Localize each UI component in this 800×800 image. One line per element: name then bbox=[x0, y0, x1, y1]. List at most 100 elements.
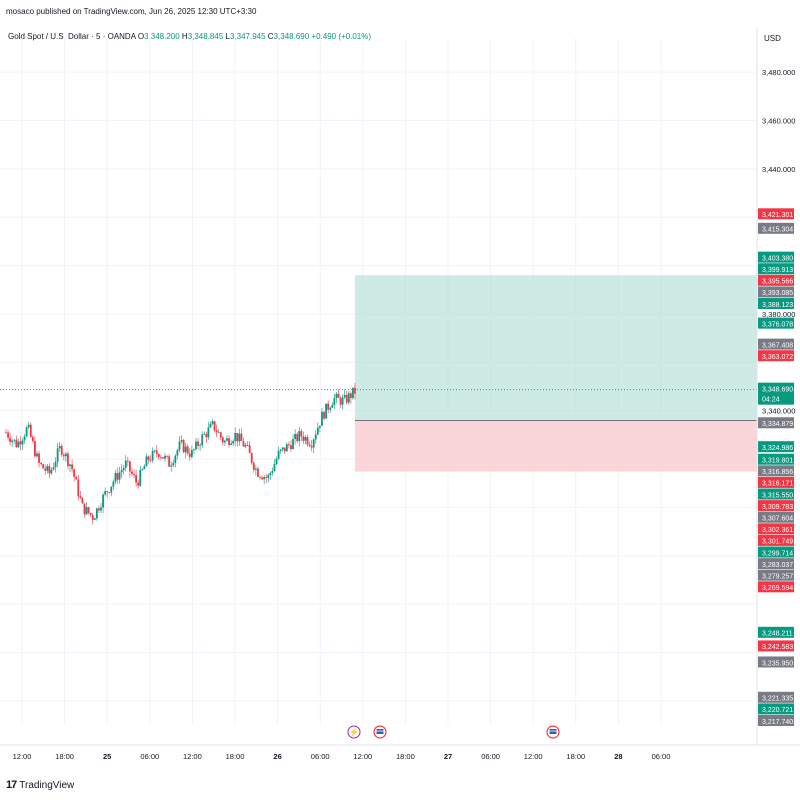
candle-body bbox=[182, 440, 185, 453]
close-value: 3,348.690 bbox=[273, 32, 310, 41]
candle-body bbox=[213, 421, 216, 431]
candle-body bbox=[292, 439, 294, 450]
candle-body bbox=[44, 468, 47, 471]
candle-body bbox=[215, 430, 218, 433]
x-tick-label: 12:00 bbox=[13, 752, 32, 761]
candle-body bbox=[352, 387, 354, 399]
candle-body bbox=[265, 477, 268, 478]
price-tag-label: 3,316.856 bbox=[762, 469, 793, 476]
price-tag-label: 3,395.566 bbox=[762, 279, 793, 286]
candle-body bbox=[89, 513, 92, 515]
candle-body bbox=[190, 449, 193, 457]
candle-body bbox=[226, 438, 228, 441]
candle-body bbox=[236, 433, 239, 442]
price-tag-label: 3,283.037 bbox=[762, 562, 793, 569]
candle-body bbox=[197, 441, 199, 446]
candle-body bbox=[50, 469, 53, 474]
currency-label[interactable]: USD bbox=[764, 34, 781, 43]
candle-body bbox=[201, 434, 204, 446]
price-tag-label: 3,221.335 bbox=[762, 696, 793, 703]
candle-body bbox=[143, 466, 146, 470]
price-tag bbox=[758, 465, 794, 477]
price-tag bbox=[758, 222, 794, 234]
lightning-event-icon bbox=[347, 725, 361, 739]
candle-body bbox=[172, 463, 175, 466]
candle-body bbox=[124, 460, 127, 468]
candle-body bbox=[290, 445, 292, 450]
candle-body bbox=[129, 461, 131, 472]
price-tag bbox=[758, 453, 794, 465]
candle-body bbox=[188, 453, 191, 457]
candle-body bbox=[254, 468, 257, 470]
y-tick-label: 3,340.000 bbox=[762, 407, 795, 416]
candle-body bbox=[27, 424, 30, 428]
candle-body bbox=[281, 447, 284, 450]
candle-body bbox=[112, 481, 115, 487]
candle-body bbox=[85, 507, 88, 515]
candle-body bbox=[310, 445, 313, 448]
candle-body bbox=[36, 453, 38, 457]
x-tick-label: 18:00 bbox=[566, 752, 585, 761]
price-tag bbox=[758, 263, 794, 275]
candle-body bbox=[333, 398, 336, 405]
candle-body bbox=[58, 446, 61, 449]
candle-body bbox=[23, 436, 26, 441]
candle-body bbox=[337, 393, 340, 398]
flag-field bbox=[376, 729, 384, 734]
price-tag-label: 3,279.257 bbox=[762, 574, 793, 581]
x-tick-label: 06:00 bbox=[481, 752, 500, 761]
candle-body bbox=[120, 470, 123, 473]
close-label: C bbox=[267, 32, 274, 41]
x-tick-label: 06:00 bbox=[140, 752, 159, 761]
price-tag-label: 3,399.913 bbox=[762, 267, 793, 274]
candle-body bbox=[209, 423, 212, 428]
x-tick-label: 06:00 bbox=[311, 752, 330, 761]
price-tag bbox=[758, 640, 794, 652]
candle-body bbox=[228, 438, 230, 445]
candle-body bbox=[60, 446, 63, 455]
price-tag-label: 3,403.380 bbox=[762, 255, 793, 262]
last-price-label: 3,348.690 bbox=[762, 387, 793, 394]
candle-body bbox=[230, 443, 232, 445]
price-tag-label: 3,301.749 bbox=[762, 539, 793, 546]
x-tick-label: 18:00 bbox=[396, 752, 415, 761]
candle-body bbox=[174, 455, 177, 464]
candle-body bbox=[56, 448, 59, 462]
candle-body bbox=[335, 393, 338, 399]
symbol-name[interactable]: Gold Spot / U.S. Dollar · 5 · OANDA bbox=[8, 32, 136, 41]
candle-body bbox=[298, 431, 301, 442]
candle-body bbox=[347, 393, 350, 403]
price-tag bbox=[758, 500, 794, 512]
candle-body bbox=[62, 454, 65, 457]
y-tick-label: 3,440.000 bbox=[762, 165, 795, 174]
price-tag bbox=[758, 581, 794, 593]
lightning-glyph: ⚡ bbox=[349, 727, 359, 737]
candle-body bbox=[166, 455, 168, 457]
candle-body bbox=[9, 437, 12, 443]
x-tick-label: 27 bbox=[444, 752, 452, 761]
candle-body bbox=[343, 394, 346, 398]
candle-body bbox=[104, 491, 107, 495]
candle-body bbox=[7, 432, 9, 438]
candle-body bbox=[21, 440, 24, 445]
candle-body bbox=[19, 441, 22, 445]
candle-body bbox=[283, 447, 286, 452]
price-tag bbox=[758, 476, 794, 488]
candle-body bbox=[203, 433, 206, 435]
candle-body bbox=[318, 425, 321, 428]
candle-body bbox=[211, 421, 214, 424]
candle-body bbox=[153, 450, 156, 452]
candle-body bbox=[5, 432, 7, 434]
candle-body bbox=[308, 444, 311, 446]
countdown-label: 04:24 bbox=[762, 397, 780, 404]
candle-body bbox=[316, 427, 319, 435]
price-tag bbox=[758, 251, 794, 263]
candle-body bbox=[217, 432, 220, 434]
flag-field bbox=[549, 729, 557, 734]
candle-body bbox=[223, 440, 226, 443]
candle-body bbox=[93, 518, 96, 520]
candle-body bbox=[269, 473, 272, 476]
candle-body bbox=[339, 397, 342, 405]
candle-body bbox=[17, 441, 20, 448]
